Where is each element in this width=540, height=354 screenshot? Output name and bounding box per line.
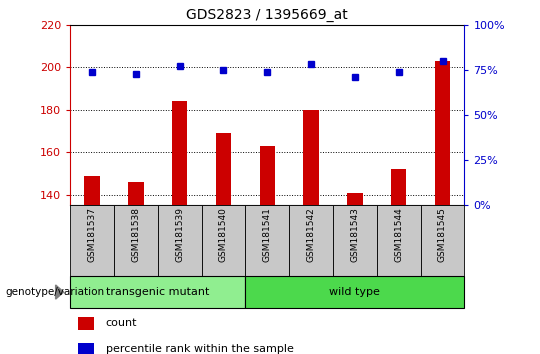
- Bar: [201, 205, 245, 276]
- Text: transgenic mutant: transgenic mutant: [106, 287, 210, 297]
- Text: wild type: wild type: [329, 287, 380, 297]
- Bar: [377, 205, 421, 276]
- Text: genotype/variation: genotype/variation: [5, 287, 105, 297]
- Bar: [391, 169, 407, 205]
- Text: GSM181542: GSM181542: [307, 207, 315, 262]
- Bar: [421, 205, 464, 276]
- Bar: [245, 276, 464, 308]
- Bar: [435, 61, 450, 205]
- Text: count: count: [106, 318, 137, 328]
- Bar: [289, 205, 333, 276]
- Bar: [78, 317, 94, 330]
- Bar: [172, 101, 187, 205]
- Bar: [128, 182, 144, 205]
- Bar: [303, 110, 319, 205]
- Bar: [347, 193, 362, 205]
- Bar: [158, 205, 201, 276]
- Text: GSM181537: GSM181537: [87, 207, 97, 262]
- Text: GSM181543: GSM181543: [350, 207, 360, 262]
- Bar: [245, 205, 289, 276]
- Polygon shape: [56, 285, 64, 299]
- Title: GDS2823 / 1395669_at: GDS2823 / 1395669_at: [186, 8, 348, 22]
- Bar: [216, 133, 231, 205]
- Bar: [84, 176, 100, 205]
- Bar: [260, 146, 275, 205]
- Text: GSM181541: GSM181541: [263, 207, 272, 262]
- Text: GSM181540: GSM181540: [219, 207, 228, 262]
- Text: GSM181545: GSM181545: [438, 207, 447, 262]
- Text: percentile rank within the sample: percentile rank within the sample: [106, 344, 294, 354]
- Text: GSM181544: GSM181544: [394, 207, 403, 262]
- Bar: [333, 205, 377, 276]
- Bar: [70, 276, 245, 308]
- Bar: [78, 343, 94, 354]
- Text: GSM181539: GSM181539: [175, 207, 184, 262]
- Text: GSM181538: GSM181538: [131, 207, 140, 262]
- Bar: [114, 205, 158, 276]
- Bar: [70, 205, 114, 276]
